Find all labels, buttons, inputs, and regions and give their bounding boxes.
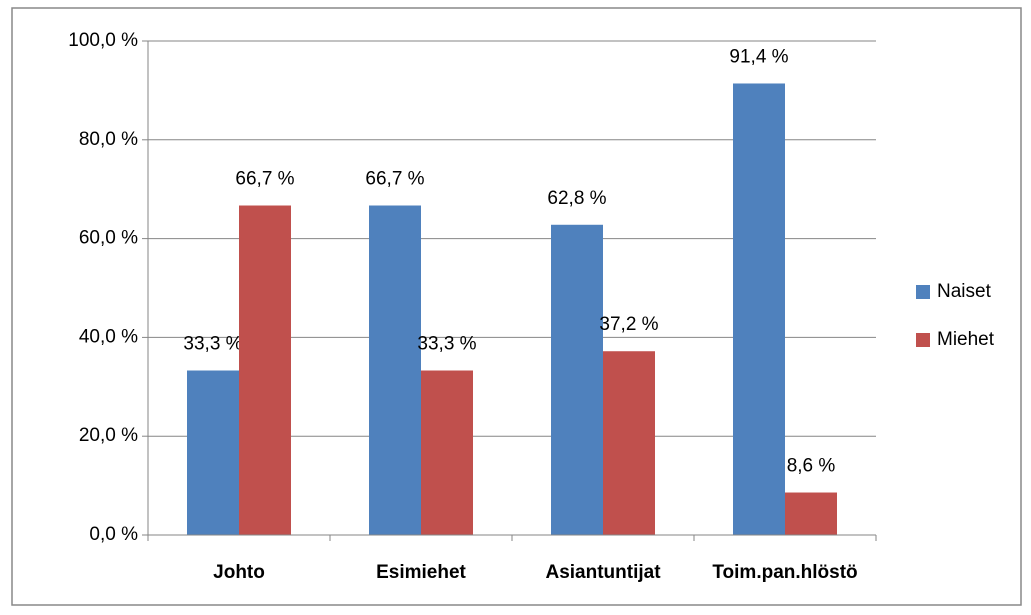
y-tick-label: 80,0 %	[79, 129, 138, 150]
data-label: 91,4 %	[729, 46, 788, 67]
data-label: 8,6 %	[787, 456, 836, 477]
x-tick-label: Johto	[213, 562, 265, 583]
data-label: 66,7 %	[365, 169, 424, 190]
legend-swatch	[916, 285, 930, 299]
x-tick-label: Asiantuntijat	[545, 562, 661, 583]
data-label: 66,7 %	[235, 169, 294, 190]
data-label: 33,3 %	[417, 334, 476, 355]
y-tick-label: 40,0 %	[79, 326, 138, 347]
bar	[551, 224, 603, 535]
data-label: 33,3 %	[183, 334, 242, 355]
bar	[421, 370, 473, 535]
bar	[785, 492, 837, 535]
legend-label: Miehet	[937, 329, 995, 350]
y-tick-label: 100,0 %	[68, 30, 138, 51]
y-tick-label: 0,0 %	[89, 524, 138, 545]
data-label: 37,2 %	[599, 314, 658, 335]
bar	[187, 370, 239, 535]
x-tick-label: Esimiehet	[376, 562, 466, 583]
bar	[369, 205, 421, 535]
bar	[239, 205, 291, 535]
data-label: 62,8 %	[547, 188, 606, 209]
y-tick-label: 20,0 %	[79, 425, 138, 446]
y-tick-label: 60,0 %	[79, 228, 138, 249]
chart-frame	[11, 7, 1022, 606]
x-tick-label: Toim.pan.hlöstö	[712, 562, 857, 583]
legend-swatch	[916, 333, 930, 347]
legend-label: Naiset	[937, 281, 992, 302]
bar	[603, 351, 655, 535]
bar	[733, 83, 785, 535]
